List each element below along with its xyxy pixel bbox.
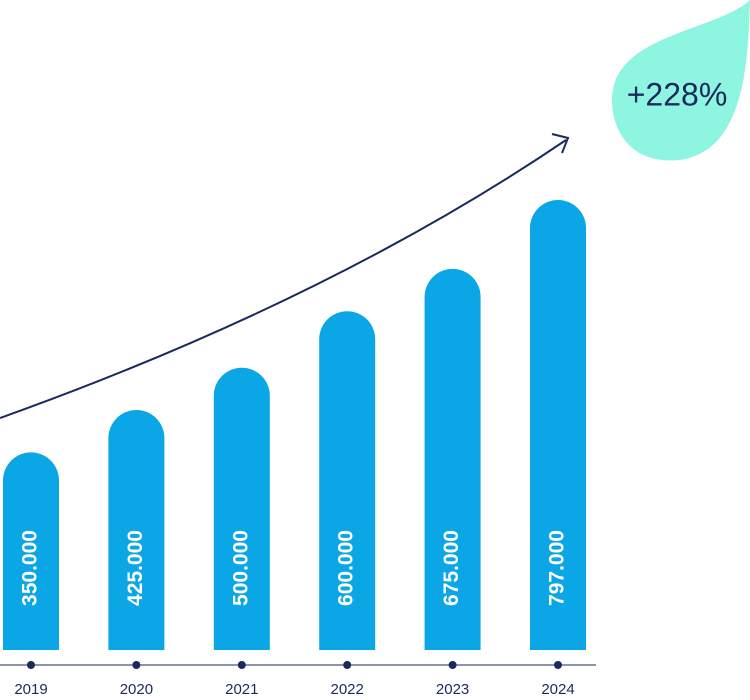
- bar: [3, 452, 59, 650]
- value-label: 797.000: [546, 530, 569, 606]
- value-label: 500.000: [229, 530, 252, 606]
- bar: [424, 268, 481, 650]
- x-tick-label: 2021: [225, 681, 258, 698]
- value-label: 600.000: [335, 530, 358, 606]
- bar: [213, 367, 270, 650]
- arrow-head: [551, 133, 570, 154]
- trend-arrow: [0, 139, 567, 419]
- annotation: +228%: [627, 76, 728, 112]
- value-label: 675.000: [440, 530, 463, 606]
- bar: [108, 410, 165, 650]
- x-dot: [27, 661, 35, 669]
- x-dot: [448, 661, 457, 669]
- x-tick-label: 2023: [436, 681, 469, 698]
- x-dot: [237, 661, 246, 669]
- x-tick-label: 2019: [14, 681, 47, 698]
- x-tick-label: 2020: [120, 681, 153, 698]
- x-dot: [554, 661, 562, 669]
- x-dot: [343, 661, 352, 669]
- x-dot: [132, 661, 141, 669]
- value-label: 425.000: [124, 530, 147, 606]
- annotation-bubble: [612, 0, 750, 161]
- bar: [319, 311, 376, 650]
- value-label: 350.000: [19, 530, 42, 606]
- x-tick-label: 2024: [541, 681, 574, 698]
- bar: [530, 200, 586, 650]
- x-tick-label: 2022: [331, 681, 364, 698]
